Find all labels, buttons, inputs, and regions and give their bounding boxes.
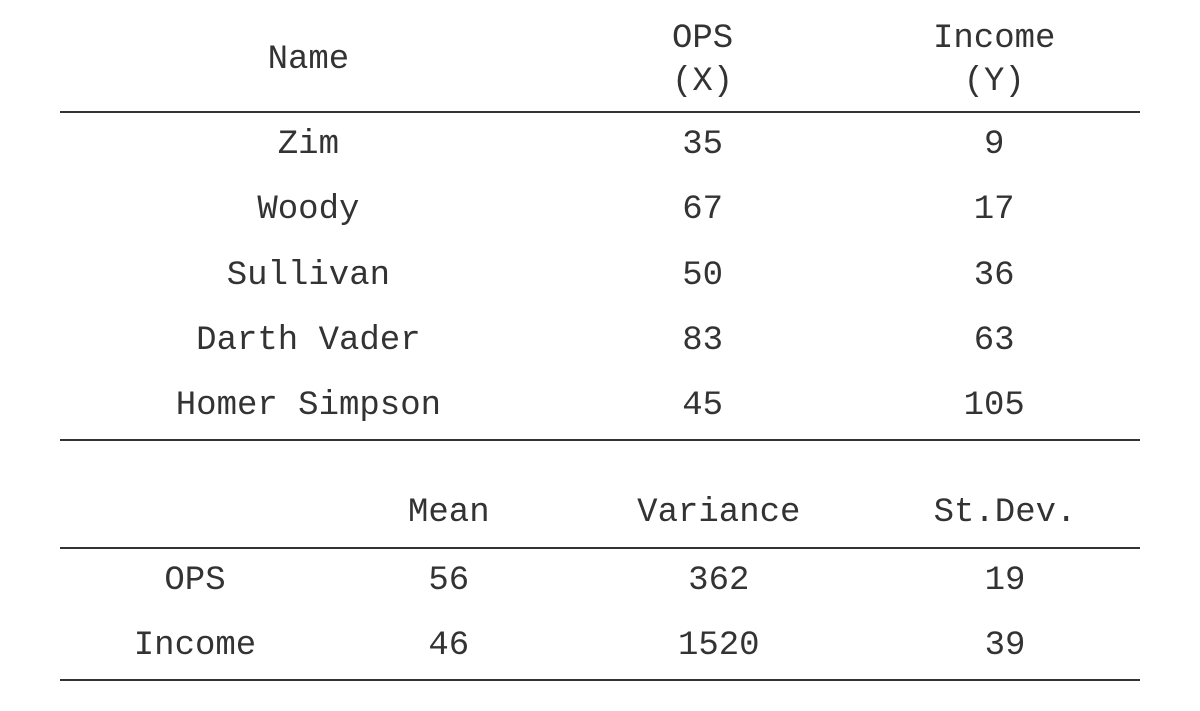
cell-mean: 46: [330, 614, 568, 680]
stats-table: Mean Variance St.Dev. OPS 56 362 19 Inco…: [60, 481, 1140, 681]
cell-income: 9: [848, 112, 1140, 178]
header-variance: Variance: [568, 481, 870, 547]
cell-name: Woody: [60, 178, 557, 243]
cell-ops: 35: [557, 112, 849, 178]
cell-name: Zim: [60, 112, 557, 178]
table-row: Zim 35 9: [60, 112, 1140, 178]
table-row: Woody 67 17: [60, 178, 1140, 243]
cell-variance: 1520: [568, 614, 870, 680]
cell-stdev: 39: [870, 614, 1140, 680]
header-name: Name: [60, 10, 557, 112]
tables-wrapper: Name OPS (X) Income (Y) Zim 35 9 Woody: [60, 10, 1140, 681]
cell-income: 17: [848, 178, 1140, 243]
data-table: Name OPS (X) Income (Y) Zim 35 9 Woody: [60, 10, 1140, 441]
cell-income: 63: [848, 309, 1140, 374]
cell-name: Homer Simpson: [60, 374, 557, 440]
table-row: Homer Simpson 45 105: [60, 374, 1140, 440]
cell-income: 36: [848, 244, 1140, 309]
table-row: Sullivan 50 36: [60, 244, 1140, 309]
header-income-line2: (Y): [964, 63, 1025, 101]
cell-variance: 362: [568, 548, 870, 614]
stats-table-header-row: Mean Variance St.Dev.: [60, 481, 1140, 547]
header-ops-line2: (X): [672, 63, 733, 101]
cell-income: 105: [848, 374, 1140, 440]
table-row: Income 46 1520 39: [60, 614, 1140, 680]
table-row: Darth Vader 83 63: [60, 309, 1140, 374]
table-row: OPS 56 362 19: [60, 548, 1140, 614]
cell-ops: 67: [557, 178, 849, 243]
header-income: Income (Y): [848, 10, 1140, 112]
data-table-header-row: Name OPS (X) Income (Y): [60, 10, 1140, 112]
cell-ops: 50: [557, 244, 849, 309]
cell-label: OPS: [60, 548, 330, 614]
header-blank: [60, 481, 330, 547]
header-ops: OPS (X): [557, 10, 849, 112]
header-mean: Mean: [330, 481, 568, 547]
cell-name: Sullivan: [60, 244, 557, 309]
cell-ops: 83: [557, 309, 849, 374]
header-stdev: St.Dev.: [870, 481, 1140, 547]
header-name-line1: Name: [268, 41, 350, 79]
cell-stdev: 19: [870, 548, 1140, 614]
cell-mean: 56: [330, 548, 568, 614]
header-income-line1: Income: [933, 20, 1055, 58]
cell-ops: 45: [557, 374, 849, 440]
header-ops-line1: OPS: [672, 20, 733, 58]
cell-label: Income: [60, 614, 330, 680]
cell-name: Darth Vader: [60, 309, 557, 374]
